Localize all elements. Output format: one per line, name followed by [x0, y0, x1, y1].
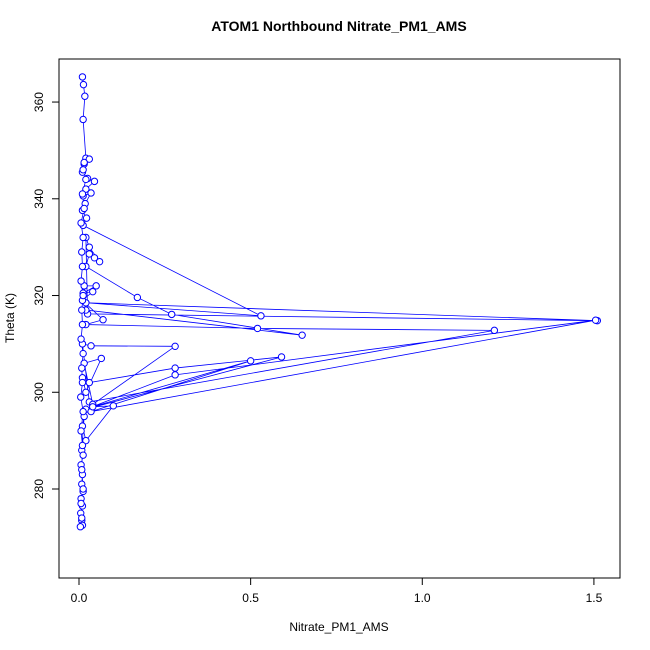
data-point — [89, 287, 97, 296]
data-point — [171, 371, 179, 379]
data-point — [171, 364, 179, 372]
data-point — [79, 349, 87, 358]
data-point — [78, 306, 86, 314]
data-point — [82, 388, 90, 396]
data-point — [77, 393, 85, 401]
data-point — [82, 214, 91, 222]
data-point — [97, 354, 106, 363]
data-point — [80, 204, 88, 213]
y-tick-label: 340 — [32, 188, 46, 208]
data-point — [87, 342, 95, 350]
data-point — [79, 80, 88, 89]
data-point — [277, 353, 286, 361]
x-tick-label: 0.0 — [71, 591, 88, 605]
data-point — [78, 320, 87, 329]
x-tick-label: 1.5 — [586, 591, 603, 605]
data-point — [85, 243, 94, 251]
data-point — [78, 248, 86, 256]
data-point — [591, 316, 600, 324]
data-point — [77, 219, 85, 227]
data-point — [85, 378, 94, 387]
x-axis-label: Nitrate_PM1_AMS — [289, 620, 388, 634]
data-point — [79, 291, 87, 300]
data-point — [78, 190, 87, 198]
y-tick-label: 300 — [32, 382, 46, 402]
data-point — [76, 523, 85, 531]
data-point — [79, 407, 87, 416]
data-point — [109, 402, 118, 410]
y-axis-label: Theta (K) — [3, 293, 17, 343]
data-point — [78, 73, 87, 81]
data-point — [78, 378, 87, 387]
data-point — [80, 158, 88, 167]
y-tick-label: 280 — [32, 479, 46, 499]
data-point — [78, 262, 87, 271]
data-point — [246, 357, 255, 365]
data-line — [79, 76, 598, 528]
data-point — [78, 465, 86, 474]
data-point — [82, 175, 90, 184]
data-point — [77, 277, 85, 285]
data-point — [85, 155, 94, 163]
data-point — [79, 166, 87, 174]
data-point — [78, 364, 86, 372]
data-point — [79, 451, 87, 459]
data-point — [85, 250, 94, 258]
data-point — [92, 282, 100, 290]
data-point — [82, 185, 90, 193]
data-point — [167, 310, 176, 319]
chart-title: ATOM1 Northbound Nitrate_PM1_AMS — [211, 18, 466, 34]
data-point — [490, 326, 499, 335]
y-tick-label: 360 — [32, 92, 46, 112]
data-point — [77, 427, 85, 435]
data-point — [81, 92, 89, 100]
data-point — [99, 316, 107, 324]
data-point — [79, 485, 87, 493]
data-point — [78, 514, 86, 522]
data-point — [90, 254, 99, 262]
y-tick-label: 320 — [32, 285, 46, 305]
data-point — [171, 342, 179, 351]
data-point — [82, 436, 90, 445]
data-point — [90, 177, 99, 186]
data-point — [77, 499, 85, 508]
data-point — [79, 115, 87, 124]
data-point — [133, 293, 142, 302]
data-point — [78, 441, 87, 450]
data-point — [95, 257, 104, 266]
data-point — [89, 403, 97, 411]
data-point — [298, 331, 306, 339]
data-point — [79, 233, 87, 242]
data-point — [253, 324, 262, 333]
data-point — [77, 335, 85, 343]
data-point — [87, 189, 95, 197]
x-tick-label: 0.5 — [242, 591, 259, 605]
x-tick-label: 1.0 — [414, 591, 431, 605]
data-point — [257, 312, 265, 320]
